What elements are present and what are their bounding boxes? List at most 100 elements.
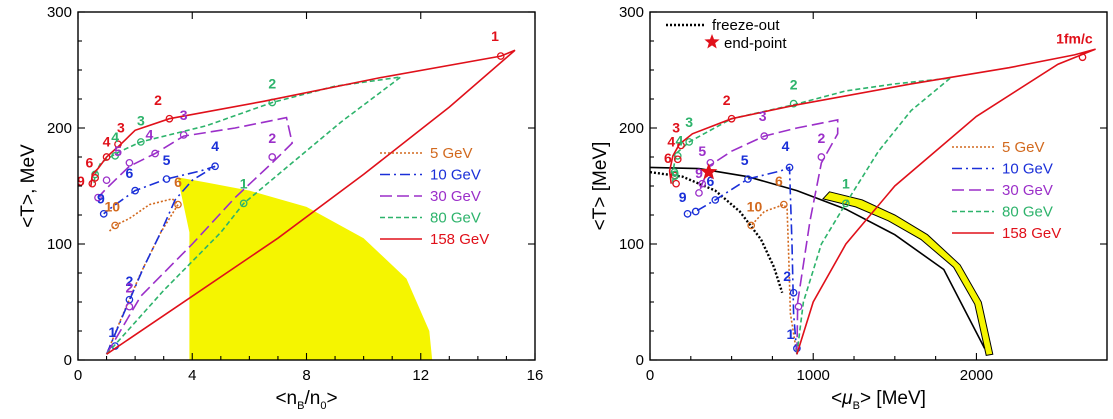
time-marker [698, 179, 707, 188]
legend-label: 158 GeV [430, 231, 489, 248]
time-label: 2 [790, 77, 798, 93]
time-label: 3 [759, 108, 767, 124]
time-marker [131, 186, 139, 195]
legend-label: 80 GeV [1002, 204, 1053, 221]
legend-star [704, 34, 720, 49]
y-tick-label: 100 [47, 236, 72, 253]
legend-label: 80 GeV [430, 210, 481, 227]
x-label-sub: B [853, 400, 860, 412]
time-label: 5 [698, 143, 706, 159]
phase-boundary-band [822, 191, 994, 356]
time-label: 9 [695, 165, 703, 181]
time-marker [151, 149, 159, 158]
time-marker [842, 199, 850, 208]
time-label: 1 [491, 28, 499, 44]
time-marker [136, 138, 145, 146]
time-marker [125, 302, 134, 311]
x-tick-label: 2000 [960, 367, 993, 384]
time-label: 6 [86, 154, 94, 170]
time-marker [162, 175, 171, 183]
time-label: 6 [706, 173, 714, 189]
trajectory-line-c5 [750, 203, 798, 355]
x-tick-label: 0 [646, 367, 654, 384]
time-label: 1fm/c [1056, 30, 1093, 46]
time-label: 2 [126, 273, 134, 289]
trajectory-line-c158 [90, 49, 516, 355]
time-label: 3 [180, 107, 188, 123]
freeze-out-curve [650, 170, 784, 294]
time-label: 3 [117, 120, 125, 136]
y-tick-label: 300 [619, 4, 644, 21]
time-label: 4 [667, 134, 675, 150]
time-marker [114, 140, 122, 149]
plot-area [650, 48, 1096, 356]
time-marker [99, 209, 108, 218]
time-label: 4 [675, 132, 683, 148]
time-marker [496, 52, 505, 60]
time-marker [268, 153, 277, 161]
time-marker [165, 114, 174, 123]
time-label: 2 [154, 92, 162, 108]
time-marker [88, 179, 97, 188]
time-marker [673, 155, 682, 164]
time-marker [711, 196, 720, 204]
trajectory-line-c80 [672, 77, 953, 355]
time-marker [789, 99, 798, 108]
legend-label: 30 GeV [430, 188, 481, 205]
x-label-part: > [326, 388, 337, 409]
time-label: 4 [103, 134, 111, 150]
time-label: 6 [664, 150, 672, 166]
time-label: 1 [842, 175, 850, 191]
time-label: 1 [240, 175, 248, 191]
time-marker [685, 138, 694, 146]
time-marker [125, 158, 134, 167]
x-label-sub: 0 [320, 400, 326, 412]
x-label-sub: B [297, 400, 304, 412]
time-label: 9 [97, 190, 105, 206]
time-label: 6 [174, 174, 182, 190]
time-marker [727, 114, 736, 123]
time-label: 4 [146, 127, 154, 143]
time-marker [174, 200, 182, 209]
y-tick-label: 0 [636, 352, 644, 369]
mixed-phase-region [178, 177, 433, 360]
y-axis-label: <T> [MeV] [590, 142, 611, 231]
time-marker [102, 153, 111, 161]
time-marker [91, 174, 99, 182]
time-label: 3 [672, 120, 680, 136]
legend-label: end-point [724, 35, 787, 52]
time-label: 5 [163, 152, 171, 168]
time-label: 3 [685, 114, 693, 130]
time-marker [239, 199, 248, 208]
time-label: 3 [137, 113, 145, 129]
time-marker [747, 221, 756, 230]
legend-label: freeze-out [712, 17, 780, 34]
time-marker [102, 176, 111, 185]
time-label: 1 [108, 324, 116, 340]
trajectory-line-c30 [97, 116, 294, 355]
time-label: 2 [268, 76, 276, 92]
trajectory-line-c158 [668, 48, 1096, 355]
time-marker [179, 131, 188, 139]
time-label: 4 [211, 138, 219, 154]
end-point-star [700, 163, 718, 180]
time-marker [672, 179, 680, 188]
time-label: 5 [741, 152, 749, 168]
y-tick-label: 200 [619, 120, 644, 137]
legend-label: 10 GeV [1002, 161, 1053, 178]
y-tick-label: 100 [619, 236, 644, 253]
x-tick-label: 8 [302, 367, 310, 384]
time-marker [789, 288, 798, 297]
time-label: 5 [114, 143, 122, 159]
trajectory-line-c10 [103, 165, 216, 355]
time-label: 4 [782, 138, 790, 154]
time-label: 2 [783, 268, 791, 284]
time-marker [683, 209, 692, 218]
time-label: 10 [104, 199, 120, 215]
x-label-part: <n [275, 388, 297, 409]
time-label: 9 [679, 189, 687, 205]
x-tick-label: 1000 [797, 367, 830, 384]
x-tick-label: 12 [412, 367, 429, 384]
